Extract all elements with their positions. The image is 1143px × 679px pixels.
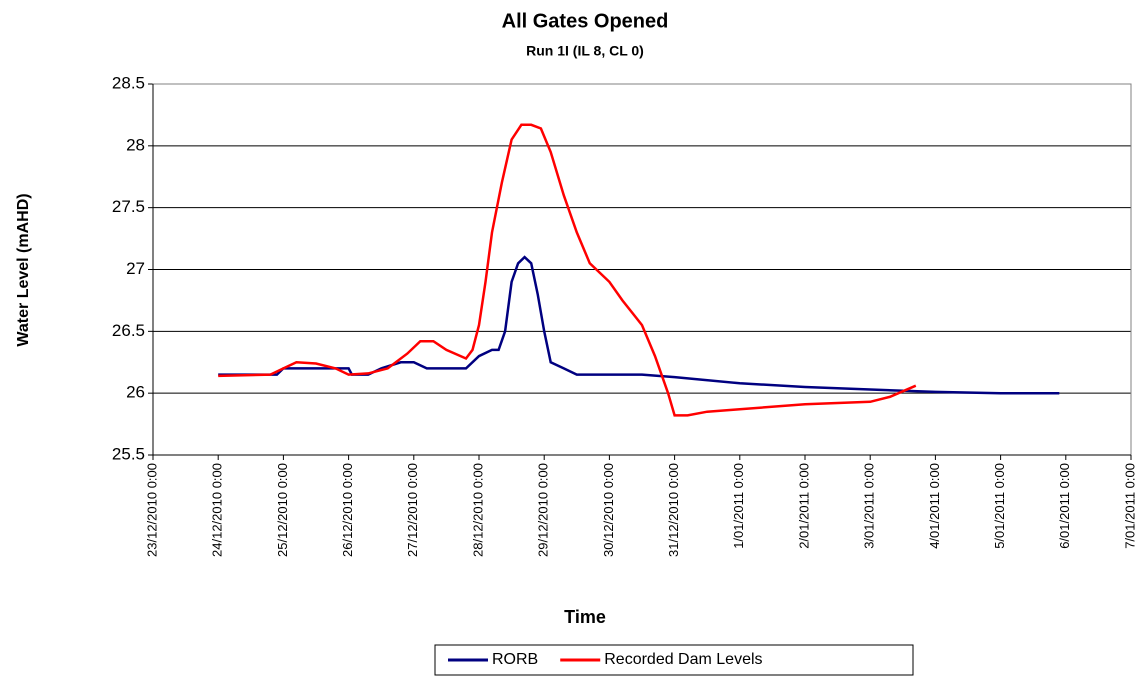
y-tick-label: 27	[126, 259, 145, 278]
x-tick-label: 27/12/2010 0:00	[405, 463, 420, 557]
x-axis-label: Time	[564, 607, 606, 627]
x-tick-label: 30/12/2010 0:00	[601, 463, 616, 557]
y-tick-label: 25.5	[112, 444, 145, 463]
x-tick-label: 29/12/2010 0:00	[536, 463, 551, 557]
x-tick-label: 7/01/2011 0:00	[1122, 463, 1137, 549]
y-tick-label: 26	[126, 383, 145, 402]
y-tick-label: 28	[126, 135, 145, 154]
x-tick-label: 6/01/2011 0:00	[1057, 463, 1072, 549]
x-tick-label: 28/12/2010 0:00	[470, 463, 485, 557]
x-tick-label: 2/01/2011 0:00	[796, 463, 811, 549]
x-tick-label: 1/01/2011 0:00	[731, 463, 746, 549]
x-tick-label: 4/01/2011 0:00	[927, 463, 942, 549]
legend-label: Recorded Dam Levels	[604, 651, 762, 668]
chart-title: All Gates Opened	[502, 10, 669, 32]
legend-label: RORB	[492, 651, 538, 668]
series-line	[218, 123, 917, 417]
y-tick-label: 28.5	[112, 73, 145, 92]
x-tick-label: 25/12/2010 0:00	[275, 463, 290, 557]
y-tick-label: 27.5	[112, 197, 145, 216]
x-tick-label: 3/01/2011 0:00	[862, 463, 877, 549]
x-tick-label: 26/12/2010 0:00	[340, 463, 355, 557]
y-tick-label: 26.5	[112, 321, 145, 340]
chart-subtitle: Run 1I (IL 8, CL 0)	[526, 43, 644, 59]
x-tick-label: 31/12/2010 0:00	[666, 463, 681, 557]
y-axis-label: Water Level (mAHD)	[15, 193, 32, 346]
x-tick-label: 24/12/2010 0:00	[210, 463, 225, 557]
x-tick-label: 23/12/2010 0:00	[144, 463, 159, 557]
x-tick-label: 5/01/2011 0:00	[992, 463, 1007, 549]
legend-box	[434, 644, 914, 676]
